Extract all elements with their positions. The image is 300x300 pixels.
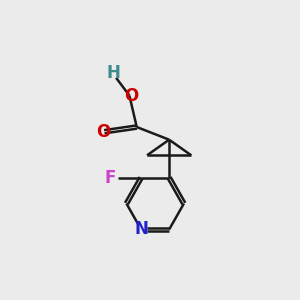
Text: N: N [134, 220, 148, 238]
Text: H: H [106, 64, 120, 82]
Text: O: O [124, 86, 138, 104]
Text: O: O [96, 123, 110, 141]
Text: F: F [105, 169, 116, 187]
